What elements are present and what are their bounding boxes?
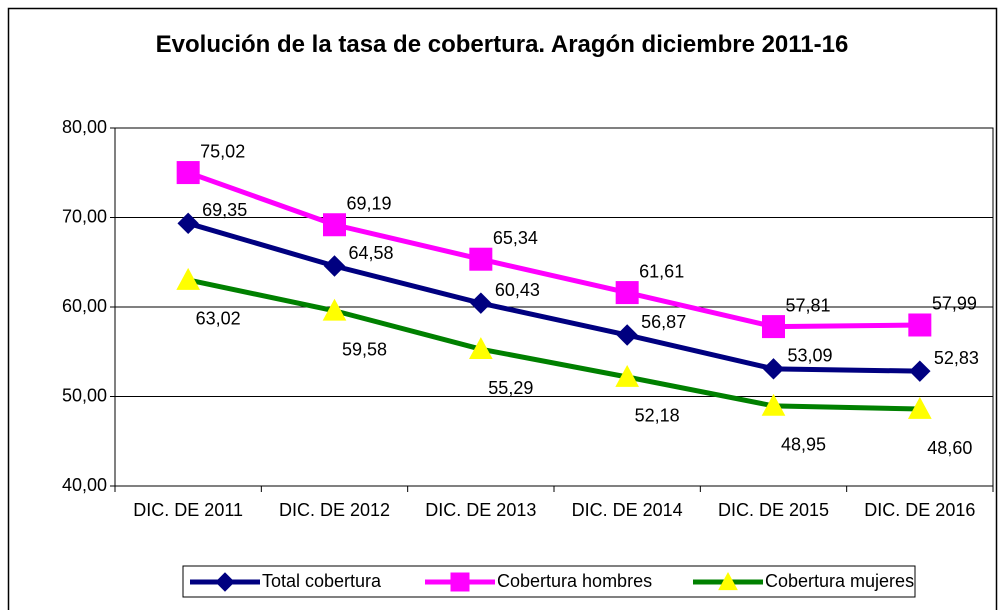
marker <box>762 315 785 339</box>
marker <box>761 393 786 416</box>
marker <box>616 324 638 346</box>
x-tick-label: DIC. DE 2012 <box>279 500 390 520</box>
marker <box>909 360 931 382</box>
marker <box>323 255 346 277</box>
marker <box>907 396 932 419</box>
series-line <box>187 220 920 374</box>
data-label: 48,60 <box>927 438 972 458</box>
legend-label: Total cobertura <box>262 571 382 591</box>
data-label: 63,02 <box>196 309 241 329</box>
data-label: 69,19 <box>347 193 392 213</box>
x-tick-label: DIC. DE 2011 <box>133 500 243 520</box>
marker <box>615 281 639 305</box>
series-line <box>187 277 920 412</box>
marker <box>176 161 200 185</box>
x-tick-label: DIC. DE 2014 <box>572 500 683 520</box>
chart-border <box>7 7 998 610</box>
data-label: 60,43 <box>495 280 540 300</box>
marker <box>468 337 493 360</box>
data-label: 55,29 <box>488 378 533 398</box>
data-label: 56,87 <box>641 312 686 332</box>
marker <box>470 292 492 314</box>
x-tick-label: DIC. DE 2016 <box>864 500 975 520</box>
data-label: 48,95 <box>781 435 826 455</box>
y-tick-label: 40,00 <box>62 475 107 495</box>
data-label: 52,83 <box>934 348 979 368</box>
marker <box>176 267 201 290</box>
data-label: 57,81 <box>786 295 831 315</box>
x-tick-label: DIC. DE 2013 <box>425 500 536 520</box>
legend-label: Cobertura mujeres <box>765 571 914 591</box>
marker <box>908 313 932 337</box>
legend: Total cobertura Cobertura hombres Cobertur… <box>182 565 916 598</box>
data-label: 53,09 <box>788 346 833 366</box>
data-label: 69,35 <box>202 200 247 220</box>
data-label: 64,58 <box>349 243 394 263</box>
marker <box>450 572 470 592</box>
y-tick-label: 80,00 <box>62 117 107 137</box>
series-line <box>187 170 920 330</box>
y-tick-label: 70,00 <box>62 206 107 226</box>
data-label: 57,99 <box>932 294 977 314</box>
y-tick-label: 50,00 <box>62 385 107 405</box>
legend-label: Cobertura hombres <box>497 571 652 591</box>
marker <box>177 212 199 235</box>
marker <box>718 571 738 591</box>
marker <box>469 247 493 271</box>
data-label: 75,02 <box>200 141 245 161</box>
marker <box>322 298 347 321</box>
y-tick-label: 60,00 <box>62 296 107 316</box>
data-label: 65,34 <box>493 228 538 248</box>
data-label: 59,58 <box>342 340 387 360</box>
marker <box>615 364 640 387</box>
marker <box>215 572 235 592</box>
marker <box>323 213 346 237</box>
legend-box <box>182 565 916 598</box>
chart-title: Evolución de la tasa de cobertura. Aragó… <box>155 31 849 58</box>
marker <box>762 358 785 380</box>
data-label: 52,18 <box>635 406 680 426</box>
data-label: 61,61 <box>639 261 684 281</box>
x-tick-label: DIC. DE 2015 <box>718 500 829 520</box>
